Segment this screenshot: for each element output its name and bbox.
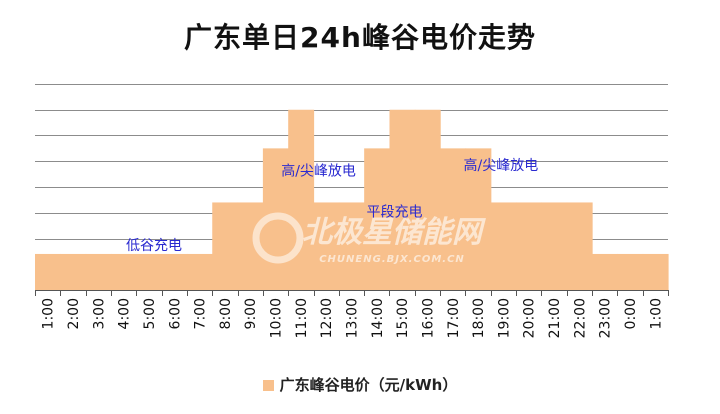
area-segment: [440, 148, 467, 290]
x-tick-label: 13:00: [345, 298, 361, 338]
x-tick-label: 15:00: [395, 298, 411, 338]
chart-title: 广东单日24h峰谷电价走势: [184, 21, 536, 54]
annotation-label: 平段充电: [367, 204, 423, 220]
x-tick-label: 17:00: [446, 298, 462, 338]
x-tick-label: 8:00: [218, 298, 234, 329]
area-segment: [85, 253, 112, 290]
x-tick-label: 20:00: [522, 298, 538, 338]
area-segment: [490, 202, 517, 290]
annotation-label: 高/尖峰放电: [281, 162, 356, 179]
x-tick-label: 16:00: [420, 298, 436, 338]
area-segment: [313, 202, 340, 290]
area-segment: [541, 202, 568, 290]
area-segment: [516, 202, 542, 290]
area-segment: [186, 253, 213, 290]
area-segment: [35, 253, 61, 290]
area-segment: [136, 253, 163, 290]
legend: 广东峰谷电价（元/kWh）: [0, 374, 720, 395]
x-tick-label: 3:00: [91, 298, 107, 329]
x-tick-label: 2:00: [66, 298, 82, 329]
area-segment: [60, 253, 87, 290]
x-tick-label: 4:00: [117, 298, 133, 329]
x-tick-label: 21:00: [547, 298, 563, 338]
x-tick-label: 12:00: [319, 298, 335, 338]
legend-swatch: [262, 380, 274, 391]
area-segment: [592, 253, 618, 290]
x-tick-label: 23:00: [598, 298, 614, 338]
area-segment: [161, 253, 188, 290]
area-segment: [288, 109, 315, 290]
x-tick-label: 1:00: [648, 298, 664, 329]
annotation-label: 低谷充电: [126, 238, 182, 254]
x-tick-label: 22:00: [572, 298, 588, 338]
area-segment: [338, 202, 365, 290]
watermark-subtext: CHUNENG.BJX.COM.CN: [319, 254, 465, 265]
area-segment: [566, 202, 593, 290]
area-segment: [617, 253, 644, 290]
x-tick-label: 11:00: [294, 298, 310, 338]
x-tick-label: 5:00: [142, 298, 158, 329]
area-segment: [414, 109, 441, 290]
x-tick-label: 1:00: [41, 298, 57, 329]
area-segment: [465, 148, 492, 290]
annotation-label: 高/尖峰放电: [464, 157, 539, 174]
area-segment: [642, 253, 669, 290]
x-tick-label: 19:00: [496, 298, 512, 338]
x-tick-label: 10:00: [269, 298, 285, 338]
x-tick-label: 6:00: [167, 298, 183, 329]
x-tick-label: 0:00: [623, 298, 639, 329]
x-tick-label: 9:00: [243, 298, 259, 329]
x-tick-label: 7:00: [193, 298, 209, 329]
watermark-logo: [252, 212, 304, 264]
area-segment: [389, 109, 416, 290]
legend-label: 广东峰谷电价（元/kWh）: [279, 376, 458, 394]
x-tick-label: 18:00: [471, 298, 487, 338]
area-segment: [212, 202, 239, 290]
area-segment: [364, 148, 391, 290]
area-segment: [110, 253, 137, 290]
watermark-text: 北极星储能网: [302, 215, 486, 250]
x-tick-label: 14:00: [370, 298, 386, 338]
